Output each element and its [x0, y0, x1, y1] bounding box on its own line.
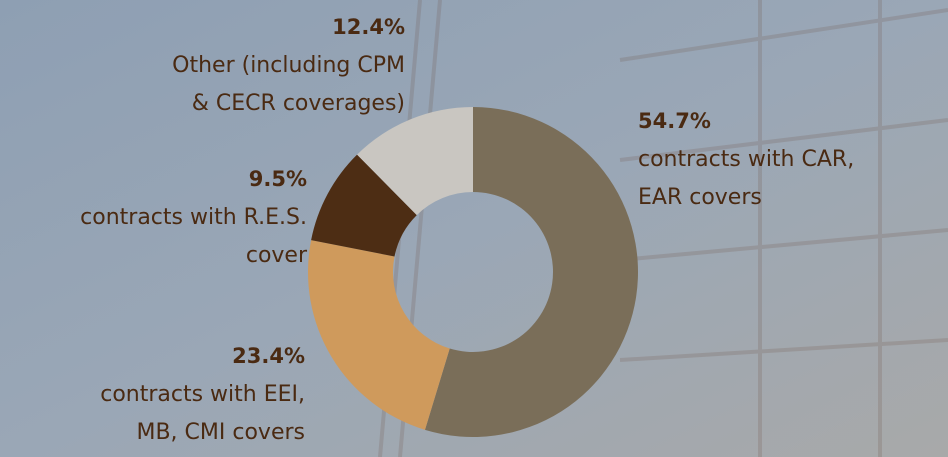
value-label: 23.4%	[232, 344, 305, 368]
category-label: EAR covers	[638, 185, 762, 210]
value-label: 12.4%	[332, 15, 405, 39]
value-label: 54.7%	[638, 109, 711, 133]
category-label: Other (including CPM	[172, 53, 405, 78]
category-label: contracts with EEI,	[100, 382, 305, 407]
category-label: cover	[246, 243, 308, 268]
category-label: contracts with R.E.S.	[80, 205, 307, 230]
value-label: 9.5%	[249, 167, 307, 191]
category-label: & CECR coverages)	[192, 91, 405, 116]
category-label: MB, CMI covers	[136, 420, 305, 445]
chart: 54.7% contracts with CAR, EAR covers 23.4% c…	[0, 0, 948, 457]
category-label: contracts with CAR,	[638, 147, 854, 172]
